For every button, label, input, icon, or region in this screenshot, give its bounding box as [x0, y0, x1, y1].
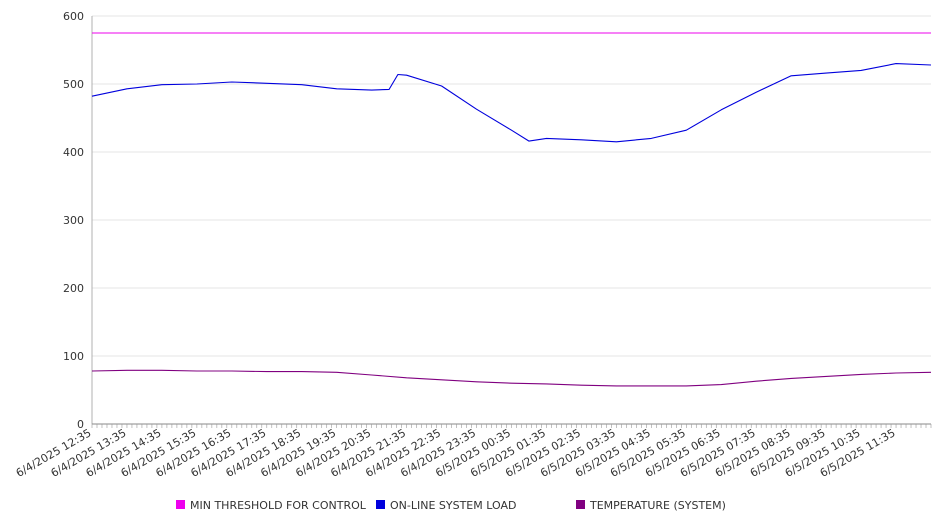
- legend-item-1: MIN THRESHOLD FOR CONTROL: [176, 499, 367, 512]
- x-tick-labels: 6/4/2025 12:356/4/2025 13:356/4/2025 14:…: [14, 426, 898, 480]
- legend-item-2: ON-LINE SYSTEM LOAD: [376, 499, 516, 512]
- legend-swatch: [176, 500, 185, 509]
- legend-label: TEMPERATURE (SYSTEM): [589, 499, 726, 512]
- y-tick-labels: 0 100 200 300 400 500 600: [63, 10, 84, 431]
- series-line-3: [91, 369, 932, 387]
- legend-label: MIN THRESHOLD FOR CONTROL: [190, 499, 367, 512]
- y-tick-label: 300: [63, 214, 84, 227]
- y-tick-label: 100: [63, 350, 84, 363]
- y-tick-label: 500: [63, 78, 84, 91]
- axes: [91, 16, 932, 428]
- y-tick-label: 600: [63, 10, 84, 23]
- y-tick-label: 400: [63, 146, 84, 159]
- legend-swatch: [376, 500, 385, 509]
- legend: MIN THRESHOLD FOR CONTROL ON-LINE SYSTEM …: [176, 499, 726, 512]
- y-tick-label: 0: [77, 418, 84, 431]
- y-tick-label: 200: [63, 282, 84, 295]
- legend-swatch: [576, 500, 585, 509]
- series-lines: [91, 32, 932, 387]
- series-line-2: [91, 63, 932, 143]
- legend-item-3: TEMPERATURE (SYSTEM): [576, 499, 726, 512]
- grid: [92, 15, 931, 357]
- legend-label: ON-LINE SYSTEM LOAD: [390, 499, 516, 512]
